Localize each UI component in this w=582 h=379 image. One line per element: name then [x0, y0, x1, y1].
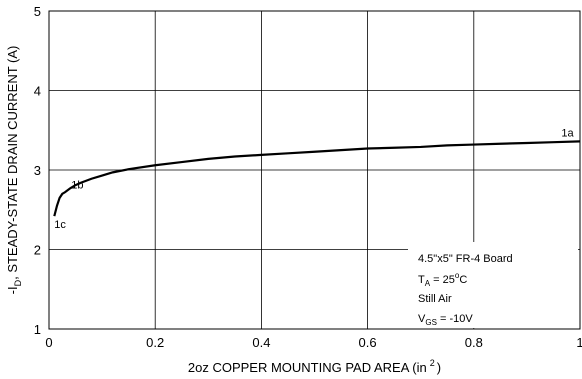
x-tick-label: 0.2	[146, 335, 164, 350]
info-v-symbol: V	[418, 313, 426, 325]
info-box-frame	[408, 242, 578, 328]
x-tick-label: 0.4	[252, 335, 270, 350]
x-tick-label: 0	[45, 335, 52, 350]
info-box: 4.5"x5" FR-4 Board TA = 25oC Still Air V…	[408, 242, 578, 328]
curve-annotations: 1a 1b 1c	[54, 128, 574, 231]
x-axis-ticks: 0 0.2 0.4 0.6 0.8 1	[45, 335, 582, 350]
x-label-superscript: 2	[430, 358, 435, 368]
y-label-subscript: D	[13, 279, 23, 286]
annotation-1b: 1b	[71, 179, 83, 191]
y-label-rest: , STEADY-STATE DRAIN CURRENT (A)	[5, 46, 20, 280]
y-axis-label: -ID, STEADY-STATE DRAIN CURRENT (A)	[5, 46, 23, 295]
info-v-value: = -10V	[437, 313, 473, 325]
y-tick-label: 2	[34, 243, 41, 258]
info-t-unit: C	[459, 274, 467, 286]
info-v-subscript: GS	[425, 318, 437, 327]
plot-frame	[48, 10, 581, 330]
y-tick-label: 3	[34, 163, 41, 178]
info-box-temperature: TA = 25oC	[418, 271, 467, 288]
info-t-value: = 25	[430, 274, 455, 286]
x-label-close: )	[437, 360, 441, 375]
annotation-1a: 1a	[561, 128, 574, 140]
y-axis-ticks: 1 2 3 4 5	[34, 4, 41, 337]
info-box-vgs: VGS = -10V	[418, 313, 473, 327]
x-label-main: 2oz COPPER MOUNTING PAD AREA (in	[188, 360, 427, 375]
info-box-board: 4.5"x5" FR-4 Board	[418, 253, 513, 265]
y-tick-label: 1	[34, 322, 41, 337]
info-t-subscript: A	[425, 279, 431, 288]
info-box-air: Still Air	[418, 293, 452, 305]
info-t-degree: o	[455, 271, 460, 280]
y-label-symbol: -I	[5, 286, 20, 294]
y-tick-label: 4	[34, 84, 41, 99]
x-axis-label: 2oz COPPER MOUNTING PAD AREA (in 2)	[188, 358, 441, 375]
annotation-1c: 1c	[54, 219, 66, 231]
series-line	[53, 140, 581, 217]
x-tick-label: 1	[576, 335, 582, 350]
x-tick-label: 0.6	[359, 335, 377, 350]
info-t-symbol: T	[418, 274, 425, 286]
x-tick-label: 0.8	[465, 335, 483, 350]
y-tick-label: 5	[34, 4, 41, 19]
